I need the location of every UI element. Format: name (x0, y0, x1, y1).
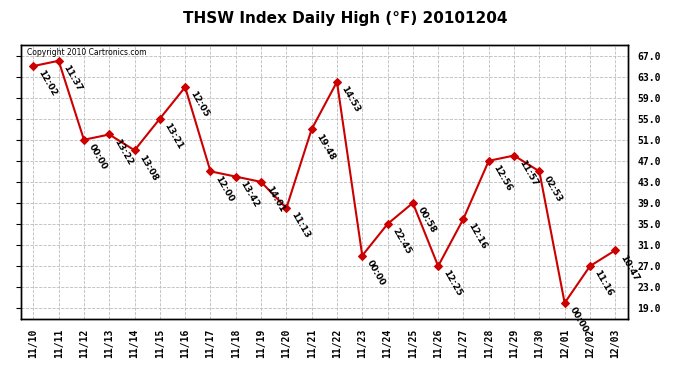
Text: 11:57: 11:57 (517, 158, 539, 188)
Point (53, 58, 64, 64)
Text: Copyright 2010 Cartronics.com: Copyright 2010 Cartronics.com (27, 48, 146, 57)
Point (306, 126, 317, 132)
Point (610, 248, 621, 254)
Text: 13:22: 13:22 (112, 137, 134, 166)
Point (458, 216, 469, 222)
Text: 11:16: 11:16 (593, 269, 615, 298)
Point (559, 300, 570, 306)
Text: 12:00: 12:00 (213, 174, 235, 203)
Text: 14:01: 14:01 (264, 184, 286, 214)
Point (79, 137, 90, 143)
Point (357, 253, 368, 259)
Text: 02:53: 02:53 (542, 174, 564, 203)
Point (129, 147, 140, 153)
Text: 13:08: 13:08 (137, 153, 159, 182)
Text: 13:21: 13:21 (163, 122, 185, 151)
Text: 11:37: 11:37 (61, 64, 83, 93)
Text: 14:53: 14:53 (339, 85, 362, 114)
Point (179, 84, 190, 90)
Point (255, 179, 266, 185)
Point (28, 63, 39, 69)
Text: 11:13: 11:13 (289, 211, 311, 240)
Point (205, 168, 216, 174)
Text: 10:47: 10:47 (618, 253, 640, 282)
Point (104, 132, 115, 138)
Text: 12:25: 12:25 (441, 269, 463, 298)
Text: 00:00: 00:00 (87, 142, 108, 171)
Text: 00:00: 00:00 (567, 306, 589, 334)
Point (331, 79, 342, 85)
Point (230, 174, 241, 180)
Text: 00:00: 00:00 (365, 258, 387, 287)
Point (407, 200, 418, 206)
Text: 00:58: 00:58 (415, 206, 437, 235)
Text: 12:05: 12:05 (188, 90, 210, 119)
Text: 22:45: 22:45 (391, 227, 413, 256)
Text: 12:56: 12:56 (491, 164, 513, 193)
Text: 19:48: 19:48 (315, 132, 337, 162)
Point (433, 263, 444, 269)
Text: 13:42: 13:42 (239, 179, 261, 209)
Point (483, 158, 494, 164)
Point (281, 205, 292, 211)
Point (509, 153, 520, 159)
Text: 12:02: 12:02 (36, 69, 58, 98)
Text: THSW Index Daily High (°F) 20101204: THSW Index Daily High (°F) 20101204 (183, 11, 507, 26)
Text: 12:16: 12:16 (466, 222, 489, 251)
Point (584, 263, 595, 269)
Point (534, 168, 545, 174)
Point (382, 221, 393, 227)
Point (155, 116, 166, 122)
